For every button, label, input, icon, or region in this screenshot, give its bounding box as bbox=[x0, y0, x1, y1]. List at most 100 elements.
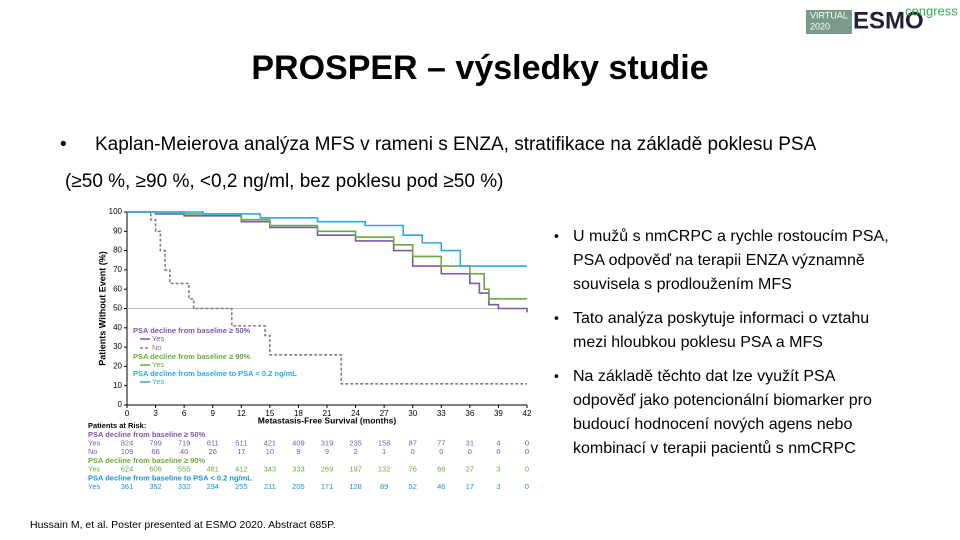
risk-value: 89 bbox=[380, 482, 388, 491]
x-axis-title: Metastasis-Free Survival (months) bbox=[258, 415, 397, 425]
x-tick-label: 36 bbox=[465, 409, 474, 418]
km-curve bbox=[127, 211, 528, 313]
risk-value: 76 bbox=[409, 464, 417, 473]
risk-value: 0 bbox=[525, 482, 529, 491]
risk-value: 624 bbox=[121, 464, 134, 473]
logo-box bbox=[806, 10, 852, 34]
legend-label: Yes bbox=[152, 377, 164, 386]
legend-group: PSA decline from baseline ≥ 50% bbox=[133, 326, 251, 335]
risk-title: Patients at Risk: bbox=[88, 421, 146, 430]
risk-value: 17 bbox=[237, 447, 245, 456]
risk-value: 333 bbox=[292, 464, 305, 473]
risk-value: 66 bbox=[437, 464, 445, 473]
risk-value: 412 bbox=[235, 464, 248, 473]
risk-value: 352 bbox=[149, 482, 162, 491]
risk-value: 171 bbox=[321, 482, 334, 491]
risk-value: 4 bbox=[496, 438, 500, 447]
bullet-dot: • bbox=[554, 368, 559, 384]
x-tick-label: 12 bbox=[237, 409, 246, 418]
risk-value: 46 bbox=[437, 482, 445, 491]
bullet-line: Na základě těchto dat lze využít PSA bbox=[573, 368, 836, 385]
intro-line: (≥50 %, ≥90 %, <0,2 ng/ml, bez poklesu p… bbox=[65, 171, 503, 192]
risk-value: 269 bbox=[321, 464, 334, 473]
legend-label: No bbox=[152, 343, 162, 352]
km-curve bbox=[127, 211, 527, 267]
risk-value: 10 bbox=[266, 447, 274, 456]
risk-value: 235 bbox=[349, 438, 362, 447]
x-tick-label: 3 bbox=[153, 409, 158, 418]
risk-value: 132 bbox=[378, 464, 391, 473]
legend-group: PSA decline from baseline to PSA < 0.2 n… bbox=[133, 369, 297, 378]
risk-value: 0 bbox=[468, 447, 472, 456]
risk-value: 0 bbox=[439, 447, 443, 456]
bullet-line: souvisela s prodloužením MFS bbox=[573, 276, 792, 293]
logo-suffix: congress bbox=[905, 3, 958, 18]
risk-value: 40 bbox=[180, 447, 188, 456]
risk-label: Yes bbox=[88, 438, 100, 447]
y-tick-label: 40 bbox=[113, 323, 122, 332]
x-tick-label: 6 bbox=[182, 409, 187, 418]
bullet-dot: • bbox=[60, 134, 67, 155]
y-tick-label: 20 bbox=[113, 362, 122, 371]
risk-value: 31 bbox=[466, 438, 474, 447]
y-tick-label: 0 bbox=[118, 400, 123, 409]
risk-label: Yes bbox=[88, 464, 100, 473]
risk-value: 611 bbox=[207, 438, 219, 447]
bullet-line: PSA odpověď na terapii ENZA významně bbox=[573, 252, 865, 269]
risk-value: 27 bbox=[466, 464, 474, 473]
risk-value: 87 bbox=[409, 438, 417, 447]
risk-value: 332 bbox=[178, 482, 191, 491]
risk-value: 0 bbox=[411, 447, 415, 456]
y-tick-label: 90 bbox=[113, 226, 122, 235]
risk-value: 0 bbox=[525, 447, 529, 456]
y-tick-label: 60 bbox=[113, 284, 122, 293]
risk-value: 0 bbox=[525, 464, 529, 473]
risk-group: PSA decline from baseline ≥ 50% bbox=[88, 430, 206, 439]
bullet-line: kombinací v terapii pacientů s nmCRPC bbox=[573, 439, 856, 457]
risk-value: 555 bbox=[178, 464, 191, 473]
risk-value: 26 bbox=[209, 447, 217, 456]
y-tick-label: 10 bbox=[113, 381, 122, 390]
bullet-line: odpověď jako potencionální biomarker pro bbox=[573, 392, 872, 409]
risk-value: 361 bbox=[121, 482, 134, 491]
risk-value: 3 bbox=[496, 482, 500, 491]
risk-value: 3 bbox=[496, 464, 500, 473]
logo-brand: ESMO bbox=[853, 7, 924, 34]
risk-value: 2 bbox=[353, 447, 357, 456]
risk-value: 109 bbox=[121, 447, 134, 456]
risk-value: 197 bbox=[349, 464, 362, 473]
risk-group: PSA decline from baseline to PSA < 0.2 n… bbox=[88, 473, 252, 482]
y-tick-label: 30 bbox=[113, 342, 122, 351]
bullet-line: mezi hloubkou poklesu PSA a MFS bbox=[573, 334, 823, 351]
legend-label: Yes bbox=[152, 360, 164, 369]
risk-value: 52 bbox=[409, 482, 417, 491]
y-tick-label: 50 bbox=[113, 304, 122, 313]
risk-value: 799 bbox=[149, 438, 162, 447]
risk-value: 9 bbox=[325, 447, 329, 456]
x-tick-label: 39 bbox=[494, 409, 503, 418]
risk-value: 1 bbox=[382, 447, 386, 456]
risk-value: 343 bbox=[264, 464, 277, 473]
y-tick-label: 100 bbox=[109, 207, 123, 216]
bullet-line: Tato analýza poskytuje informaci o vztah… bbox=[573, 310, 869, 327]
risk-value: 719 bbox=[178, 438, 191, 447]
risk-value: 17 bbox=[466, 482, 474, 491]
logo-text: 2020 bbox=[810, 21, 830, 31]
risk-value: 66 bbox=[151, 447, 159, 456]
risk-group: PSA decline from baseline ≥ 90% bbox=[88, 456, 206, 465]
risk-value: 0 bbox=[525, 438, 529, 447]
risk-value: 9 bbox=[296, 447, 300, 456]
logo-text: VIRTUAL bbox=[810, 10, 848, 20]
risk-value: 481 bbox=[206, 464, 219, 473]
km-curve bbox=[127, 211, 527, 300]
legend-label: Yes bbox=[152, 334, 164, 343]
x-tick-label: 21 bbox=[323, 409, 332, 418]
bullet-line: U mužů s nmCRPC a rychle rostoucím PSA, bbox=[573, 227, 889, 245]
risk-label: No bbox=[88, 447, 98, 456]
risk-value: 511 bbox=[235, 438, 247, 447]
risk-value: 606 bbox=[149, 464, 162, 473]
x-tick-label: 33 bbox=[437, 409, 446, 418]
intro-line: Kaplan-Meierova analýza MFS v rameni s E… bbox=[95, 134, 817, 155]
footnote: Hussain M, et al. Poster presented at ES… bbox=[30, 519, 336, 531]
